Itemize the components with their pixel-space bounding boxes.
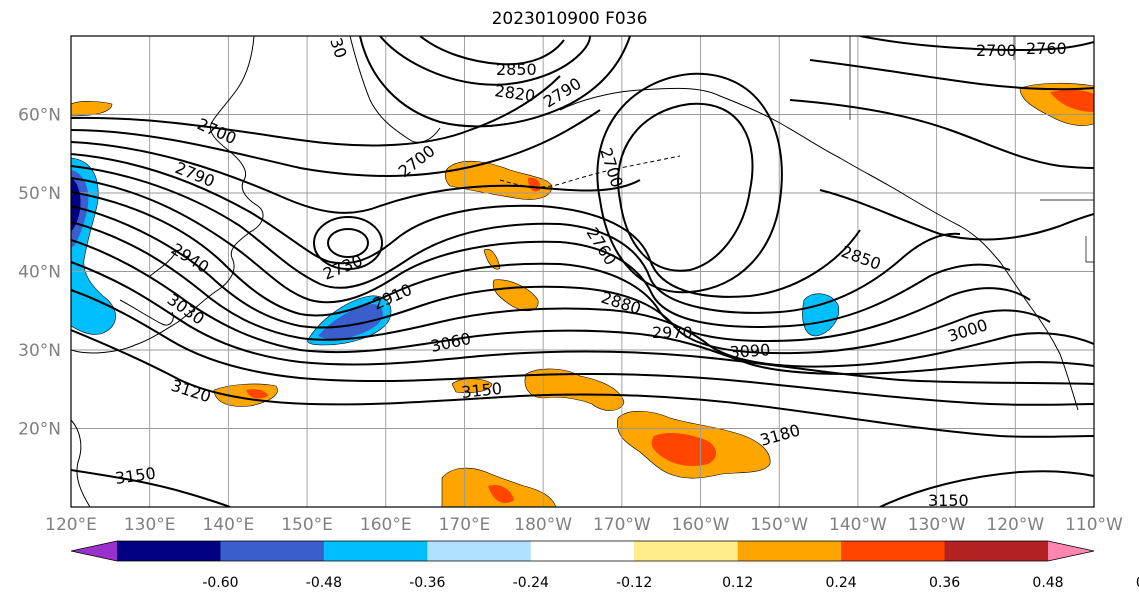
shading-positive-1: [71, 101, 113, 117]
contour-line: [71, 261, 1094, 385]
lon-tick-label: 170°W: [593, 515, 651, 535]
contour-label: 3150: [460, 379, 502, 402]
contour-line: [71, 221, 1094, 368]
colorbar-tick-label: 0.60: [1136, 575, 1139, 591]
colorbar-swatch: [220, 541, 325, 561]
map-frame: [70, 35, 1095, 508]
shading-positive-10-core: [1050, 89, 1094, 112]
lat-tick-label: 30°N: [18, 341, 61, 361]
lon-tick-label: 160°E: [360, 515, 412, 535]
contour-line: [379, 36, 591, 86]
contour-label: 2850: [496, 60, 537, 79]
latitude-tick-labels: 20°N 30°N 40°N 50°N 60°N: [18, 106, 61, 440]
contour-line: [71, 329, 1094, 438]
contour-line: [879, 470, 1094, 507]
shading-positive-5-core: [246, 389, 268, 399]
contour-label: 3150: [928, 491, 969, 510]
colorbar-tick-label: 0.24: [826, 575, 857, 591]
lon-tick-label: 150°E: [281, 515, 333, 535]
colorbar: [70, 540, 1095, 562]
contour-line: [789, 99, 1094, 169]
colorbar-swatch: [530, 541, 635, 561]
colorbar-tick-label: -0.36: [409, 575, 445, 591]
lat-tick-label: 50°N: [18, 184, 61, 204]
shading-negative-central-core: [318, 304, 383, 340]
colorbar-swatch: [944, 541, 1049, 561]
colorbar-swatch: [323, 541, 428, 561]
colorbar-tick-label: -0.12: [616, 575, 652, 591]
contour-line: [819, 189, 1094, 241]
contour-line: [71, 109, 601, 177]
shading-positive-2: [444, 160, 553, 200]
contour-label: 2700: [976, 41, 1017, 60]
contour-line: [71, 177, 1011, 328]
lon-tick-label: 170°E: [439, 515, 491, 535]
colorbar-swatch: [737, 541, 842, 561]
lat-tick-label: 20°N: [18, 420, 61, 440]
coast-asia: [71, 36, 264, 354]
longitude-tick-labels: 120°E 130°E 140°E 150°E 160°E 170°E 180°W 170°W…: [45, 515, 1123, 535]
colorbar-swatch: [841, 541, 946, 561]
lon-tick-label: 110°W: [1065, 515, 1123, 535]
lon-tick-label: 140°E: [203, 515, 255, 535]
lat-tick-label: 40°N: [18, 263, 61, 283]
colorbar-tick-label: 0.36: [929, 575, 960, 591]
shading-positive-3: [483, 248, 501, 270]
contour-label: 2760: [1026, 39, 1067, 58]
contour-line: [71, 75, 561, 147]
colorbar-tick-label: -0.24: [513, 575, 549, 591]
map-title: 2023010900 F036: [491, 9, 648, 29]
colorbar-tick-label: 0.12: [722, 575, 753, 591]
contour-line: [71, 239, 1094, 375]
contour-trough-inner: [617, 102, 754, 272]
lon-tick-label: 130°E: [124, 515, 176, 535]
contour-low-outer: [313, 216, 383, 270]
contour-line: [419, 36, 565, 66]
contour-line: [71, 141, 641, 214]
height-contours: [71, 36, 1094, 507]
colorbar-swatch: [117, 541, 221, 561]
lon-tick-label: 120°E: [45, 515, 97, 535]
contour-line: [71, 289, 1094, 406]
colorbar-swatch: [634, 541, 739, 561]
colorbar-labels: -0.60 -0.48 -0.36 -0.24 -0.12 0.12 0.24 0.36 0.4…: [202, 575, 1139, 591]
contour-line: [809, 59, 1094, 91]
contour-line: [71, 165, 961, 314]
shading-positive-9-core: [488, 484, 514, 504]
borders: [849, 36, 1094, 263]
coast-philippines: [71, 419, 91, 507]
lon-tick-label: 150°W: [750, 515, 808, 535]
lon-tick-label: 130°W: [908, 515, 966, 535]
coast-north-america: [559, 87, 1079, 411]
contour-trough-outer: [596, 72, 783, 294]
contour-line: [359, 36, 631, 128]
lon-tick-label: 120°W: [986, 515, 1044, 535]
contour-line: [71, 153, 861, 298]
lon-tick-label: 160°W: [672, 515, 730, 535]
colorbar-tick-label: -0.60: [202, 575, 238, 591]
contour-label: 2970: [652, 323, 693, 342]
lat-tick-label: 60°N: [18, 106, 61, 126]
contour-label: 3090: [729, 340, 771, 362]
shading-positive-8-core: [651, 433, 717, 466]
colorbar-extend-max: [1048, 541, 1094, 561]
contour-line: [859, 36, 1094, 52]
colorbar-swatch: [427, 541, 532, 561]
colorbar-outline: [70, 540, 1095, 562]
contour-line: [71, 191, 1031, 342]
colorbar-extend-min: [71, 541, 117, 561]
colorbar-tick-label: -0.48: [306, 575, 342, 591]
contour-line: [71, 205, 1051, 355]
lon-tick-label: 180°W: [514, 515, 572, 535]
contour-line: [71, 469, 231, 507]
lon-tick-label: 140°W: [829, 515, 887, 535]
contour-low-inner: [327, 228, 369, 258]
colorbar-tick-label: 0.48: [1032, 575, 1063, 591]
